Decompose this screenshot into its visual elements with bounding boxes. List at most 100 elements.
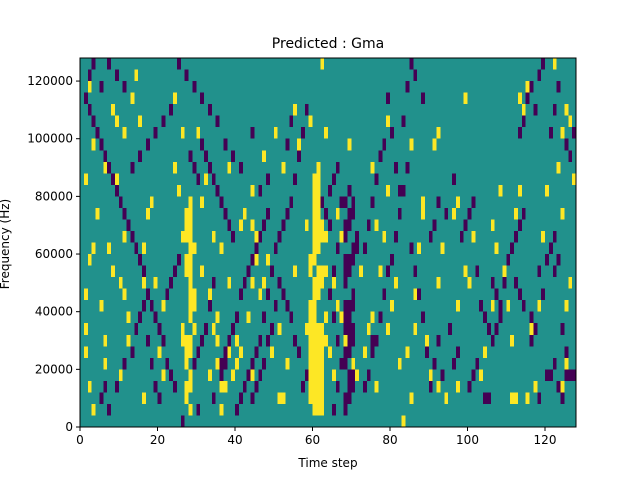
heatmap-cell-low [266, 207, 270, 220]
x-tick-label: 0 [76, 433, 84, 447]
heatmap-cell-low [320, 196, 325, 208]
heatmap-cell-low [525, 92, 530, 105]
heatmap-cell-low [281, 219, 286, 231]
heatmap-cell-high [320, 357, 325, 416]
heatmap-cell-low [153, 127, 158, 139]
heatmap-cell-low [483, 311, 487, 324]
x-tick-label: 60 [305, 433, 320, 447]
heatmap-cell-low [541, 288, 545, 301]
heatmap-cell-high [184, 207, 189, 243]
heatmap-cell-high [386, 184, 390, 197]
heatmap-cell-high [308, 334, 313, 404]
heatmap-cell-high [320, 265, 325, 289]
heatmap-cell-high [188, 265, 193, 301]
heatmap-cell-high [421, 207, 425, 220]
heatmap-cell-low [529, 334, 534, 347]
heatmap-cell-low [351, 196, 356, 220]
heatmap-cell-high [122, 230, 127, 243]
heatmap-cell-low [455, 346, 460, 358]
heatmap-cell-low [211, 392, 216, 404]
heatmap-cell-high [393, 277, 398, 289]
heatmap-cell-high [83, 323, 88, 335]
heatmap-cell-high [173, 92, 177, 105]
heatmap-cell-low [572, 369, 576, 381]
y-tick-label: 40000 [35, 305, 73, 319]
heatmap-cell-low [99, 392, 104, 404]
heatmap-cell-high [91, 403, 96, 416]
plot-frame [79, 57, 577, 428]
heatmap-cell-high [111, 265, 115, 278]
heatmap-cell-low [390, 127, 394, 139]
heatmap-cell-low [521, 207, 526, 220]
heatmap-cell-high [184, 254, 189, 278]
heatmap-cell-high [277, 392, 282, 404]
heatmap-cell-low [355, 230, 359, 255]
heatmap-cell-high [339, 230, 344, 243]
heatmap-cell-low [343, 300, 348, 335]
heatmap-cell-high [467, 277, 472, 289]
heatmap-cell-low [285, 138, 290, 151]
heatmap-cell-low [386, 265, 390, 278]
heatmap-cell-low [343, 392, 348, 416]
heatmap-cell-low [238, 288, 243, 301]
heatmap-cell-low [545, 369, 549, 381]
heatmap-cell-high [99, 300, 104, 312]
heatmap-cell-low [114, 380, 119, 393]
y-tick-label: 120000 [27, 74, 73, 88]
heatmap-cell-high [572, 173, 576, 185]
heatmap-cell-low [347, 300, 352, 324]
heatmap-cell-high [83, 173, 88, 185]
heatmap-cell-high [180, 323, 185, 347]
heatmap-cell-high [386, 323, 390, 335]
heatmap-cell-low [328, 219, 332, 231]
heatmap-cell-high [188, 334, 193, 358]
heatmap-cell-high [316, 219, 321, 255]
heatmap-cell-low [556, 380, 561, 393]
heatmap-cell-low [556, 254, 561, 266]
heatmap-cell-high [494, 242, 499, 255]
heatmap-cell-high [324, 127, 328, 139]
heatmap-cell-low [304, 369, 309, 381]
heatmap-cell-low [192, 161, 197, 174]
heatmap-cell-high [359, 265, 363, 278]
heatmap-cell-high [114, 115, 119, 128]
heatmap-cell-low [428, 230, 433, 243]
x-axis-label: Time step [297, 456, 357, 470]
heatmap-cell-low [343, 254, 348, 289]
heatmap-cell-low [483, 392, 487, 404]
heatmap-cell-low [176, 58, 181, 70]
heatmap-cell-low [196, 403, 201, 416]
heatmap-cell-low [331, 403, 336, 416]
heatmap-cell-low [238, 161, 243, 174]
heatmap-cell-low [165, 357, 170, 370]
heatmap-cell-low [347, 184, 352, 197]
heatmap-cell-low [444, 207, 449, 220]
heatmap-cell-high [180, 230, 185, 243]
heatmap-cell-low [436, 334, 441, 347]
heatmap-cell-low [219, 357, 224, 381]
chart-title: Predicted : Gma [272, 36, 384, 52]
heatmap-cell-low [196, 346, 201, 358]
heatmap-cell-low [250, 392, 255, 404]
heatmap-cell-low [533, 104, 538, 116]
heatmap-cell-low [87, 104, 92, 116]
heatmap-cell-low [149, 357, 154, 370]
heatmap-cell-low [242, 380, 247, 393]
heatmap-cell-high [200, 265, 204, 278]
heatmap-cell-high [320, 323, 325, 358]
heatmap-cell-low [277, 277, 282, 289]
heatmap-cell-high [227, 277, 232, 289]
heatmap-cell-low [122, 357, 127, 370]
heatmap-cell-low [87, 69, 92, 82]
heatmap-cell-high [184, 334, 189, 370]
heatmap-cell-low [386, 92, 390, 105]
heatmap-cell-low [215, 184, 220, 197]
heatmap-cell-low [134, 242, 139, 255]
heatmap-cell-low [521, 115, 526, 128]
heatmap-cell-low [207, 104, 212, 116]
heatmap-cell-low [254, 346, 259, 358]
heatmap-cell-high [227, 346, 232, 358]
heatmap-cell-high [277, 323, 282, 335]
heatmap-cell-low [564, 346, 569, 358]
heatmap-cell-low [227, 334, 232, 347]
